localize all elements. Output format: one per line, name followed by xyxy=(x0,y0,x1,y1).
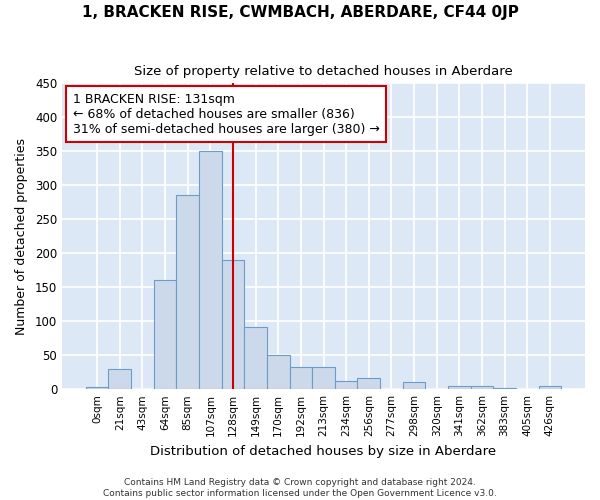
Bar xyxy=(290,368,312,389)
Bar xyxy=(267,355,290,389)
Bar xyxy=(448,386,470,389)
Bar xyxy=(493,388,516,389)
Title: Size of property relative to detached houses in Aberdare: Size of property relative to detached ho… xyxy=(134,65,513,78)
Bar xyxy=(221,260,244,389)
Bar xyxy=(335,381,358,389)
Text: 1 BRACKEN RISE: 131sqm
← 68% of detached houses are smaller (836)
31% of semi-de: 1 BRACKEN RISE: 131sqm ← 68% of detached… xyxy=(73,92,379,136)
Bar xyxy=(154,280,176,389)
Bar xyxy=(403,382,425,389)
Bar xyxy=(312,368,335,389)
Bar xyxy=(199,152,221,389)
Y-axis label: Number of detached properties: Number of detached properties xyxy=(15,138,28,335)
Text: 1, BRACKEN RISE, CWMBACH, ABERDARE, CF44 0JP: 1, BRACKEN RISE, CWMBACH, ABERDARE, CF44… xyxy=(82,5,518,20)
Bar xyxy=(176,196,199,389)
Bar xyxy=(470,386,493,389)
Bar xyxy=(244,326,267,389)
Bar xyxy=(358,378,380,389)
Text: Contains HM Land Registry data © Crown copyright and database right 2024.
Contai: Contains HM Land Registry data © Crown c… xyxy=(103,478,497,498)
Bar xyxy=(86,387,109,389)
X-axis label: Distribution of detached houses by size in Aberdare: Distribution of detached houses by size … xyxy=(151,444,497,458)
Bar xyxy=(109,369,131,389)
Bar xyxy=(539,386,561,389)
